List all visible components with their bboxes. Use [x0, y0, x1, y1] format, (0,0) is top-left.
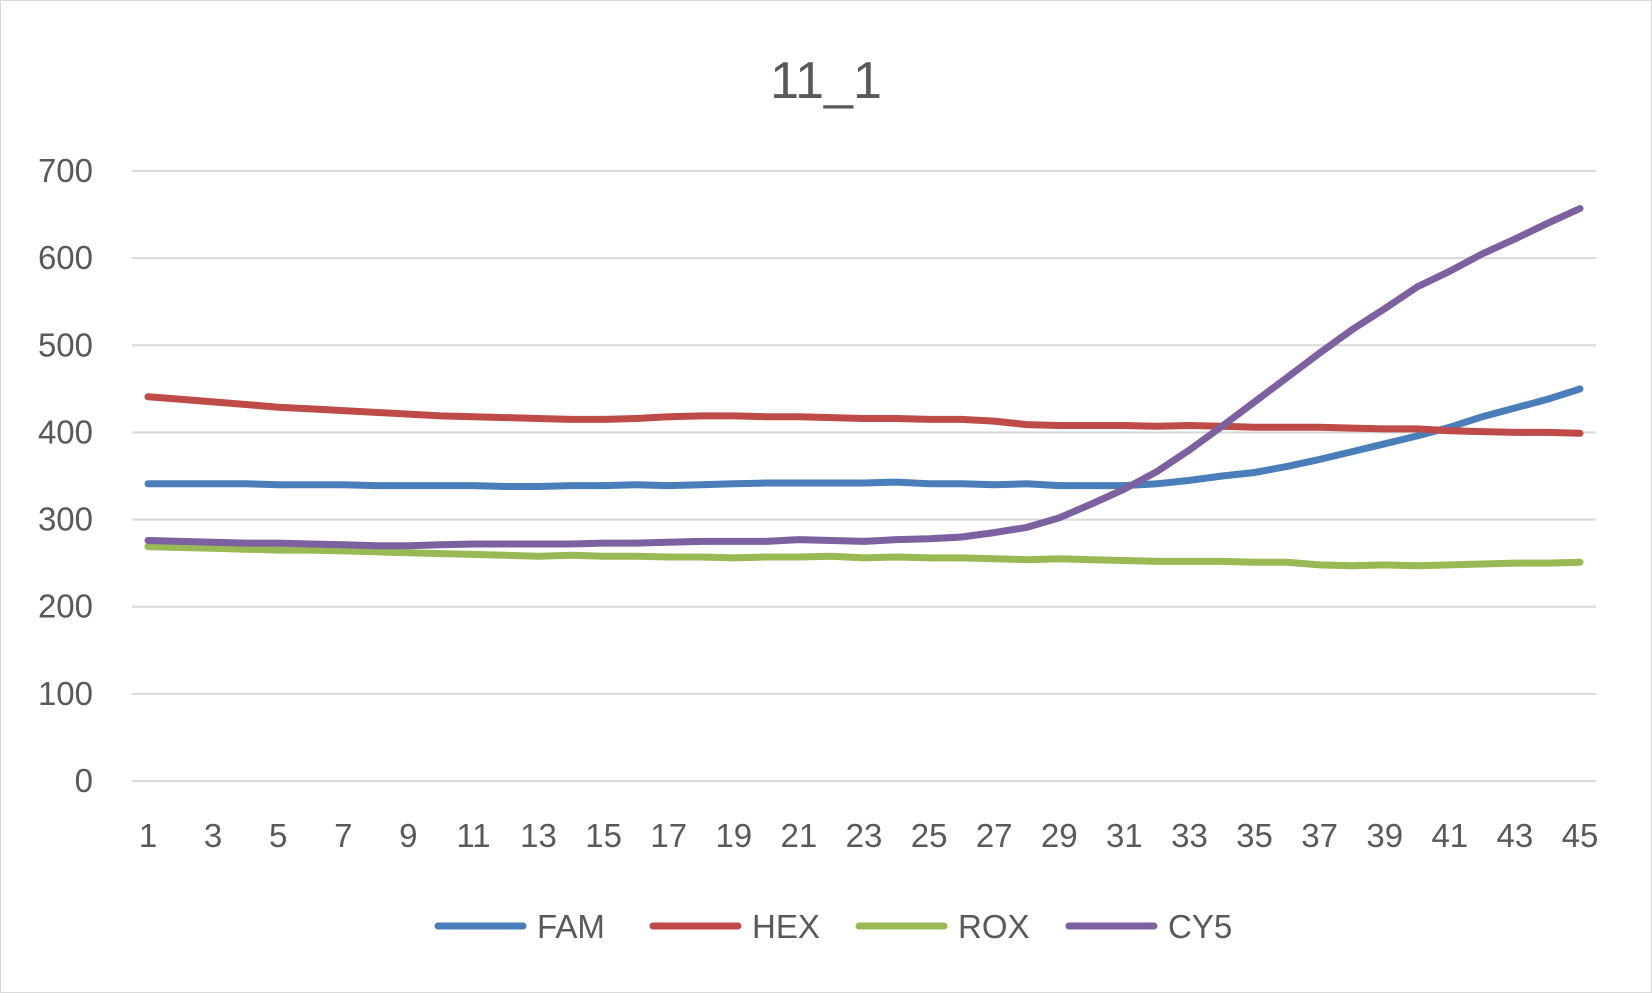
series-line-fam — [144, 385, 1584, 490]
legend-label-hex: HEX — [752, 908, 820, 945]
y-tick-label: 0 — [75, 762, 93, 799]
x-tick-label: 9 — [399, 817, 417, 854]
x-tick-label: 33 — [1171, 817, 1208, 854]
series-lines — [144, 205, 1584, 570]
legend-label-fam: FAM — [537, 908, 605, 945]
series-line-cy5 — [144, 205, 1584, 550]
x-tick-label: 19 — [715, 817, 752, 854]
legend-label-rox: ROX — [958, 908, 1030, 945]
x-tick-label: 27 — [976, 817, 1013, 854]
y-tick-label: 700 — [38, 152, 93, 189]
x-tick-label: 29 — [1041, 817, 1078, 854]
x-tick-label: 39 — [1366, 817, 1403, 854]
x-tick-label: 21 — [781, 817, 818, 854]
x-tick-label: 23 — [846, 817, 883, 854]
x-tick-label: 11 — [456, 817, 490, 854]
x-tick-label: 45 — [1562, 817, 1599, 854]
x-tick-label: 37 — [1301, 817, 1338, 854]
y-tick-label: 400 — [38, 413, 93, 450]
x-tick-label: 13 — [520, 817, 557, 854]
x-tick-label: 7 — [334, 817, 352, 854]
x-tick-label: 5 — [269, 817, 287, 854]
y-tick-label: 200 — [38, 588, 93, 625]
x-tick-label: 25 — [911, 817, 948, 854]
y-tick-label: 500 — [38, 326, 93, 363]
gridlines — [132, 170, 1596, 782]
legend-label-cy5: CY5 — [1168, 908, 1232, 945]
x-tick-label: 35 — [1236, 817, 1273, 854]
x-tick-label: 43 — [1497, 817, 1534, 854]
x-tick-label: 3 — [204, 817, 222, 854]
series-line-rox — [144, 543, 1584, 570]
x-tick-label: 17 — [650, 817, 687, 854]
x-tick-label: 1 — [139, 817, 157, 854]
x-tick-label: 15 — [585, 817, 622, 854]
x-axis-ticks: 1 3 5 7 9 11 13 15 17 19 21 23 25 27 29 31 33 35 37 39 41 43 4… — [139, 817, 1599, 854]
y-tick-label: 100 — [38, 675, 93, 712]
legend: FAM HEX ROX CY5 — [434, 908, 1232, 945]
y-tick-label: 600 — [38, 239, 93, 276]
x-tick-label: 41 — [1431, 817, 1468, 854]
series-line-hex — [144, 393, 1584, 437]
y-axis-ticks: 0 100 200 300 400 500 600 700 — [38, 152, 93, 799]
x-tick-label: 31 — [1106, 817, 1143, 854]
y-tick-label: 300 — [38, 501, 93, 538]
chart-title: 11_1 — [770, 52, 882, 110]
